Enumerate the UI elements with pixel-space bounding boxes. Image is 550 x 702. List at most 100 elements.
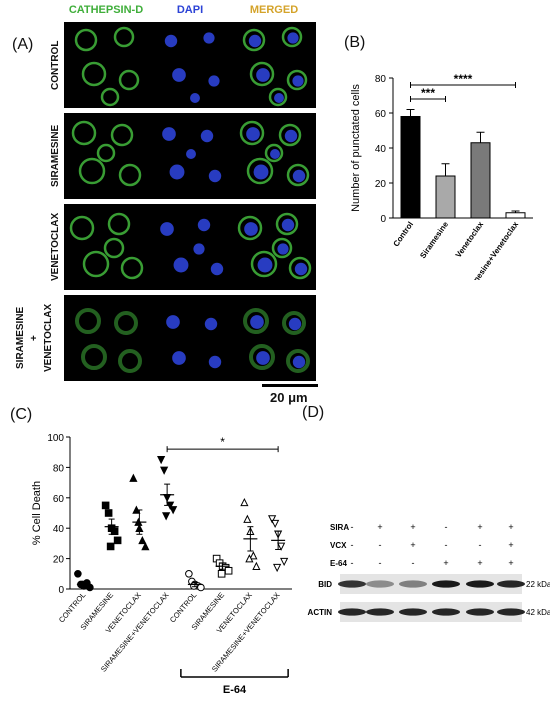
y-tick-label: 0 — [380, 214, 386, 225]
blot-condition-mark: + — [410, 522, 415, 532]
panel-label-d: (D) — [302, 404, 325, 421]
blot-row-label: ACTIN — [308, 608, 333, 617]
data-point — [277, 542, 286, 551]
blot-condition-mark: + — [508, 522, 513, 532]
blot-condition-mark: - — [379, 540, 382, 550]
blot-band — [338, 580, 366, 588]
blot-condition-mark: + — [410, 540, 415, 550]
column-header-dapi: DAPI — [176, 4, 204, 16]
y-tick-label: 40 — [375, 144, 387, 155]
data-point — [157, 456, 166, 465]
blot-condition-mark: - — [351, 522, 354, 532]
data-point — [252, 561, 261, 570]
data-point — [271, 519, 280, 529]
data-point — [268, 515, 277, 524]
blot-band — [432, 608, 460, 616]
data-point — [101, 501, 110, 510]
x-tick-label: Venetoclax — [454, 220, 486, 260]
y-tick-label: 60 — [375, 109, 387, 120]
bar-control — [400, 116, 421, 219]
blot-condition-mark: - — [445, 540, 448, 550]
x-tick-label: Control — [391, 220, 415, 248]
y-tick-label: 80 — [375, 74, 387, 85]
x-tick-label: Siramesine — [418, 220, 450, 261]
blot-band — [399, 608, 427, 616]
data-point — [110, 527, 119, 536]
group-label: E-64 — [223, 684, 247, 696]
blot-condition-mark: + — [508, 558, 513, 568]
y-tick-label: 20 — [375, 179, 387, 190]
blot-condition-mark: + — [508, 540, 513, 550]
data-point — [113, 536, 122, 545]
data-point — [197, 583, 205, 592]
blot-band — [338, 608, 366, 616]
data-point — [280, 557, 289, 567]
data-point — [104, 509, 113, 517]
y-tick-label: 20 — [53, 555, 65, 566]
blot-row-label: BID — [318, 580, 332, 589]
y-tick-label: 40 — [53, 524, 65, 535]
blot-condition-mark: - — [351, 558, 354, 568]
blot-condition-label: E-64 — [330, 559, 347, 568]
bar-venetoclax — [470, 142, 491, 219]
panel-label-c: (C) — [10, 406, 33, 423]
data-point — [169, 506, 178, 515]
y-tick-label: 100 — [47, 433, 64, 444]
column-header-merged: MERGED — [249, 4, 299, 16]
blot-band — [399, 580, 427, 588]
blot-condition-mark: - — [379, 558, 382, 568]
blot-band — [366, 580, 394, 588]
data-point — [138, 535, 147, 545]
western-blot: SIRA - + + - + +VCX - - + - - +E-64- - - + + +BID 22 kDaAC… — [308, 522, 550, 622]
blot-condition-mark: - — [479, 540, 482, 550]
data-point — [162, 512, 171, 521]
data-point — [141, 542, 150, 551]
blot-band — [432, 580, 460, 588]
micrograph-1-3 — [232, 22, 316, 108]
significance-label: *** — [421, 86, 435, 100]
data-point — [217, 570, 226, 578]
micrograph-3-1 — [64, 204, 148, 290]
blot-size-label: 22 kDa — [526, 580, 550, 589]
x-tick-label: Siramesine+Venetoclax — [462, 220, 521, 280]
micrograph-4-3 — [232, 295, 316, 381]
column-header-cathepsin-d: CATHEPSIN-D — [68, 4, 144, 16]
data-point — [86, 583, 94, 592]
y-tick-label: 60 — [53, 494, 65, 505]
bar-siramesine — [435, 175, 456, 219]
blot-condition-mark: + — [443, 558, 448, 568]
micrograph-4-2 — [148, 295, 232, 381]
blot-band — [366, 608, 394, 616]
significance-label: * — [220, 435, 225, 449]
data-point — [273, 563, 282, 573]
scale-bar-label: 20 μm — [270, 390, 308, 405]
row-label-venetoclax: VENETOCLAX — [50, 212, 61, 282]
y-tick-label: 80 — [53, 463, 65, 474]
blot-condition-mark: + — [477, 522, 482, 532]
micrograph-3-2 — [148, 204, 232, 290]
micrograph-2-1 — [64, 113, 148, 199]
micrograph-4-1 — [64, 295, 148, 381]
blot-size-label: 42 kDa — [526, 608, 550, 617]
blot-condition-label: VCX — [330, 541, 347, 550]
blot-condition-mark: - — [351, 540, 354, 550]
punctated-cells-bar-chart: 0 20 40 60 80 Number of punctated cells Contro… — [350, 72, 533, 280]
data-point — [190, 582, 198, 590]
blot-band — [497, 580, 525, 588]
blot-condition-mark: + — [377, 522, 382, 532]
data-point — [106, 542, 115, 551]
micrograph-1-1 — [64, 22, 148, 108]
data-point — [240, 497, 249, 507]
blot-condition-label: SIRA — [330, 523, 349, 532]
bar-siramesine+venetoclax — [505, 212, 526, 219]
data-point — [185, 570, 193, 578]
micrograph-1-2 — [148, 22, 232, 108]
scale-bar — [262, 384, 318, 387]
data-point — [224, 566, 233, 575]
blot-condition-mark: - — [412, 558, 415, 568]
blot-band — [497, 608, 525, 616]
micrograph-3-3 — [232, 204, 316, 290]
row-label-siramesine-venetoclax: SIRAMESINE + VENETOCLAX — [15, 303, 54, 373]
data-point — [129, 473, 138, 482]
